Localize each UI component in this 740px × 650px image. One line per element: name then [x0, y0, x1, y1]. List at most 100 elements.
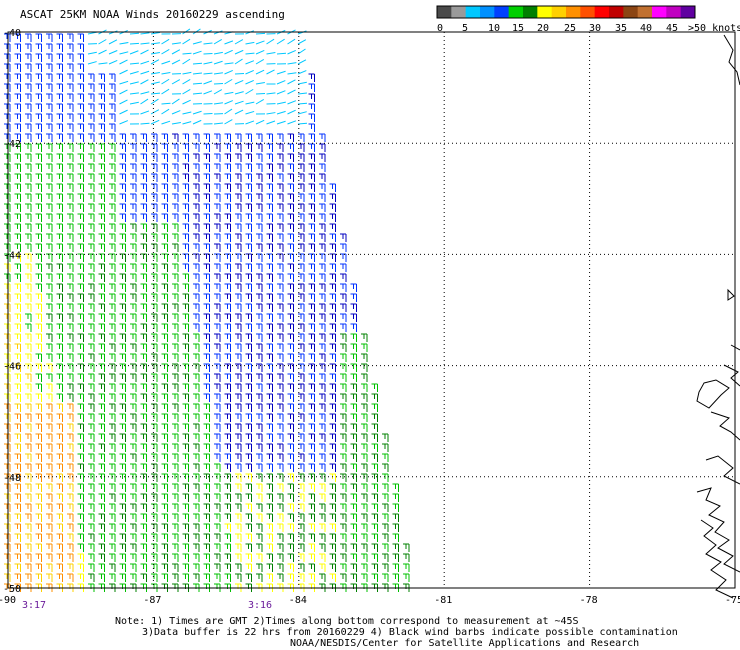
wind-barb [193, 493, 200, 502]
wind-barb [14, 433, 21, 442]
wind-barb [361, 443, 368, 452]
wind-barb [277, 303, 284, 312]
wind-barb [235, 503, 242, 512]
wind-barb [193, 363, 200, 372]
wind-barb [4, 173, 11, 182]
wind-barb [77, 73, 84, 82]
wind-barb [130, 253, 137, 262]
wind-barb [67, 153, 74, 162]
wind-barb [203, 42, 213, 45]
wind-barb [25, 43, 32, 52]
wind-barb [308, 123, 315, 132]
wind-barb [308, 133, 315, 142]
legend-swatch [465, 6, 481, 18]
wind-barb [172, 133, 179, 142]
wind-barb [329, 223, 336, 232]
wind-barb [308, 93, 315, 102]
wind-barb [46, 523, 53, 532]
wind-barb [203, 303, 210, 312]
wind-barb [14, 313, 21, 322]
wind-barb [192, 92, 203, 95]
wind-barb [235, 143, 242, 152]
wind-barb [245, 463, 252, 472]
wind-barb [277, 503, 284, 512]
wind-barb [340, 393, 347, 402]
wind-barb [214, 353, 221, 362]
wind-barb [382, 463, 389, 472]
wind-barb [25, 543, 32, 552]
wind-barb [25, 323, 32, 332]
wind-barb [214, 553, 221, 562]
wind-barb [329, 493, 336, 502]
wind-barb [46, 93, 53, 102]
wind-barb [235, 263, 242, 272]
wind-barb [382, 453, 389, 462]
wind-barb [256, 313, 263, 322]
wind-barb [161, 543, 168, 552]
wind-barb [98, 93, 105, 102]
legend-swatch [623, 6, 639, 18]
wind-barb [46, 83, 53, 92]
wind-barb [67, 493, 74, 502]
wind-barb [98, 493, 105, 502]
wind-barb [193, 463, 200, 472]
wind-barb [256, 333, 263, 342]
wind-barb [161, 453, 168, 462]
wind-barb [277, 333, 284, 342]
wind-barb [151, 153, 158, 162]
wind-barb [235, 573, 242, 582]
wind-barb [25, 363, 32, 372]
legend-swatch [551, 6, 567, 18]
wind-barb [98, 83, 105, 92]
wind-barb [151, 483, 158, 492]
wind-barb [371, 473, 378, 482]
wind-barb [130, 263, 137, 272]
wind-barb [350, 493, 357, 502]
wind-barb [224, 173, 231, 182]
wind-barb [151, 163, 158, 172]
wind-barb [329, 283, 336, 292]
wind-barb [88, 153, 95, 162]
wind-barb [119, 343, 126, 352]
wind-barb [119, 373, 126, 382]
wind-barb [245, 88, 254, 95]
wind-barb [245, 323, 252, 332]
wind-barb [25, 63, 32, 72]
wind-barb [214, 473, 221, 482]
coastline-segment [727, 288, 735, 301]
wind-barb [255, 92, 266, 95]
wind-barb [193, 333, 200, 342]
wind-barb [224, 413, 231, 422]
wind-barb [361, 573, 368, 582]
wind-barb [14, 233, 21, 242]
wind-barb [224, 163, 231, 172]
wind-barb [98, 513, 105, 522]
wind-barb [277, 423, 284, 432]
wind-barb [277, 513, 284, 522]
wind-barb [245, 473, 252, 482]
wind-barb [14, 343, 21, 352]
wind-barb [150, 81, 160, 85]
wind-barb [319, 283, 326, 292]
wind-barb [266, 523, 273, 532]
wind-barb [308, 413, 315, 422]
wind-barb [319, 203, 326, 212]
wind-barb [235, 183, 242, 192]
wind-barb [172, 193, 179, 202]
legend-tick-label: 15 [512, 23, 524, 34]
wind-barb [119, 393, 126, 402]
wind-barb [256, 453, 263, 462]
wind-barb [4, 553, 11, 562]
wind-barb [67, 283, 74, 292]
wind-barb [266, 473, 273, 482]
wind-barb [88, 523, 95, 532]
wind-barb [109, 183, 116, 192]
legend-tick-label: 30 [589, 23, 601, 34]
wind-barb [151, 503, 158, 512]
wind-barb [224, 523, 231, 532]
wind-barb [77, 113, 84, 122]
wind-barb [235, 323, 242, 332]
wind-barb [67, 463, 74, 472]
wind-barb [4, 283, 11, 292]
wind-barb [140, 353, 147, 362]
